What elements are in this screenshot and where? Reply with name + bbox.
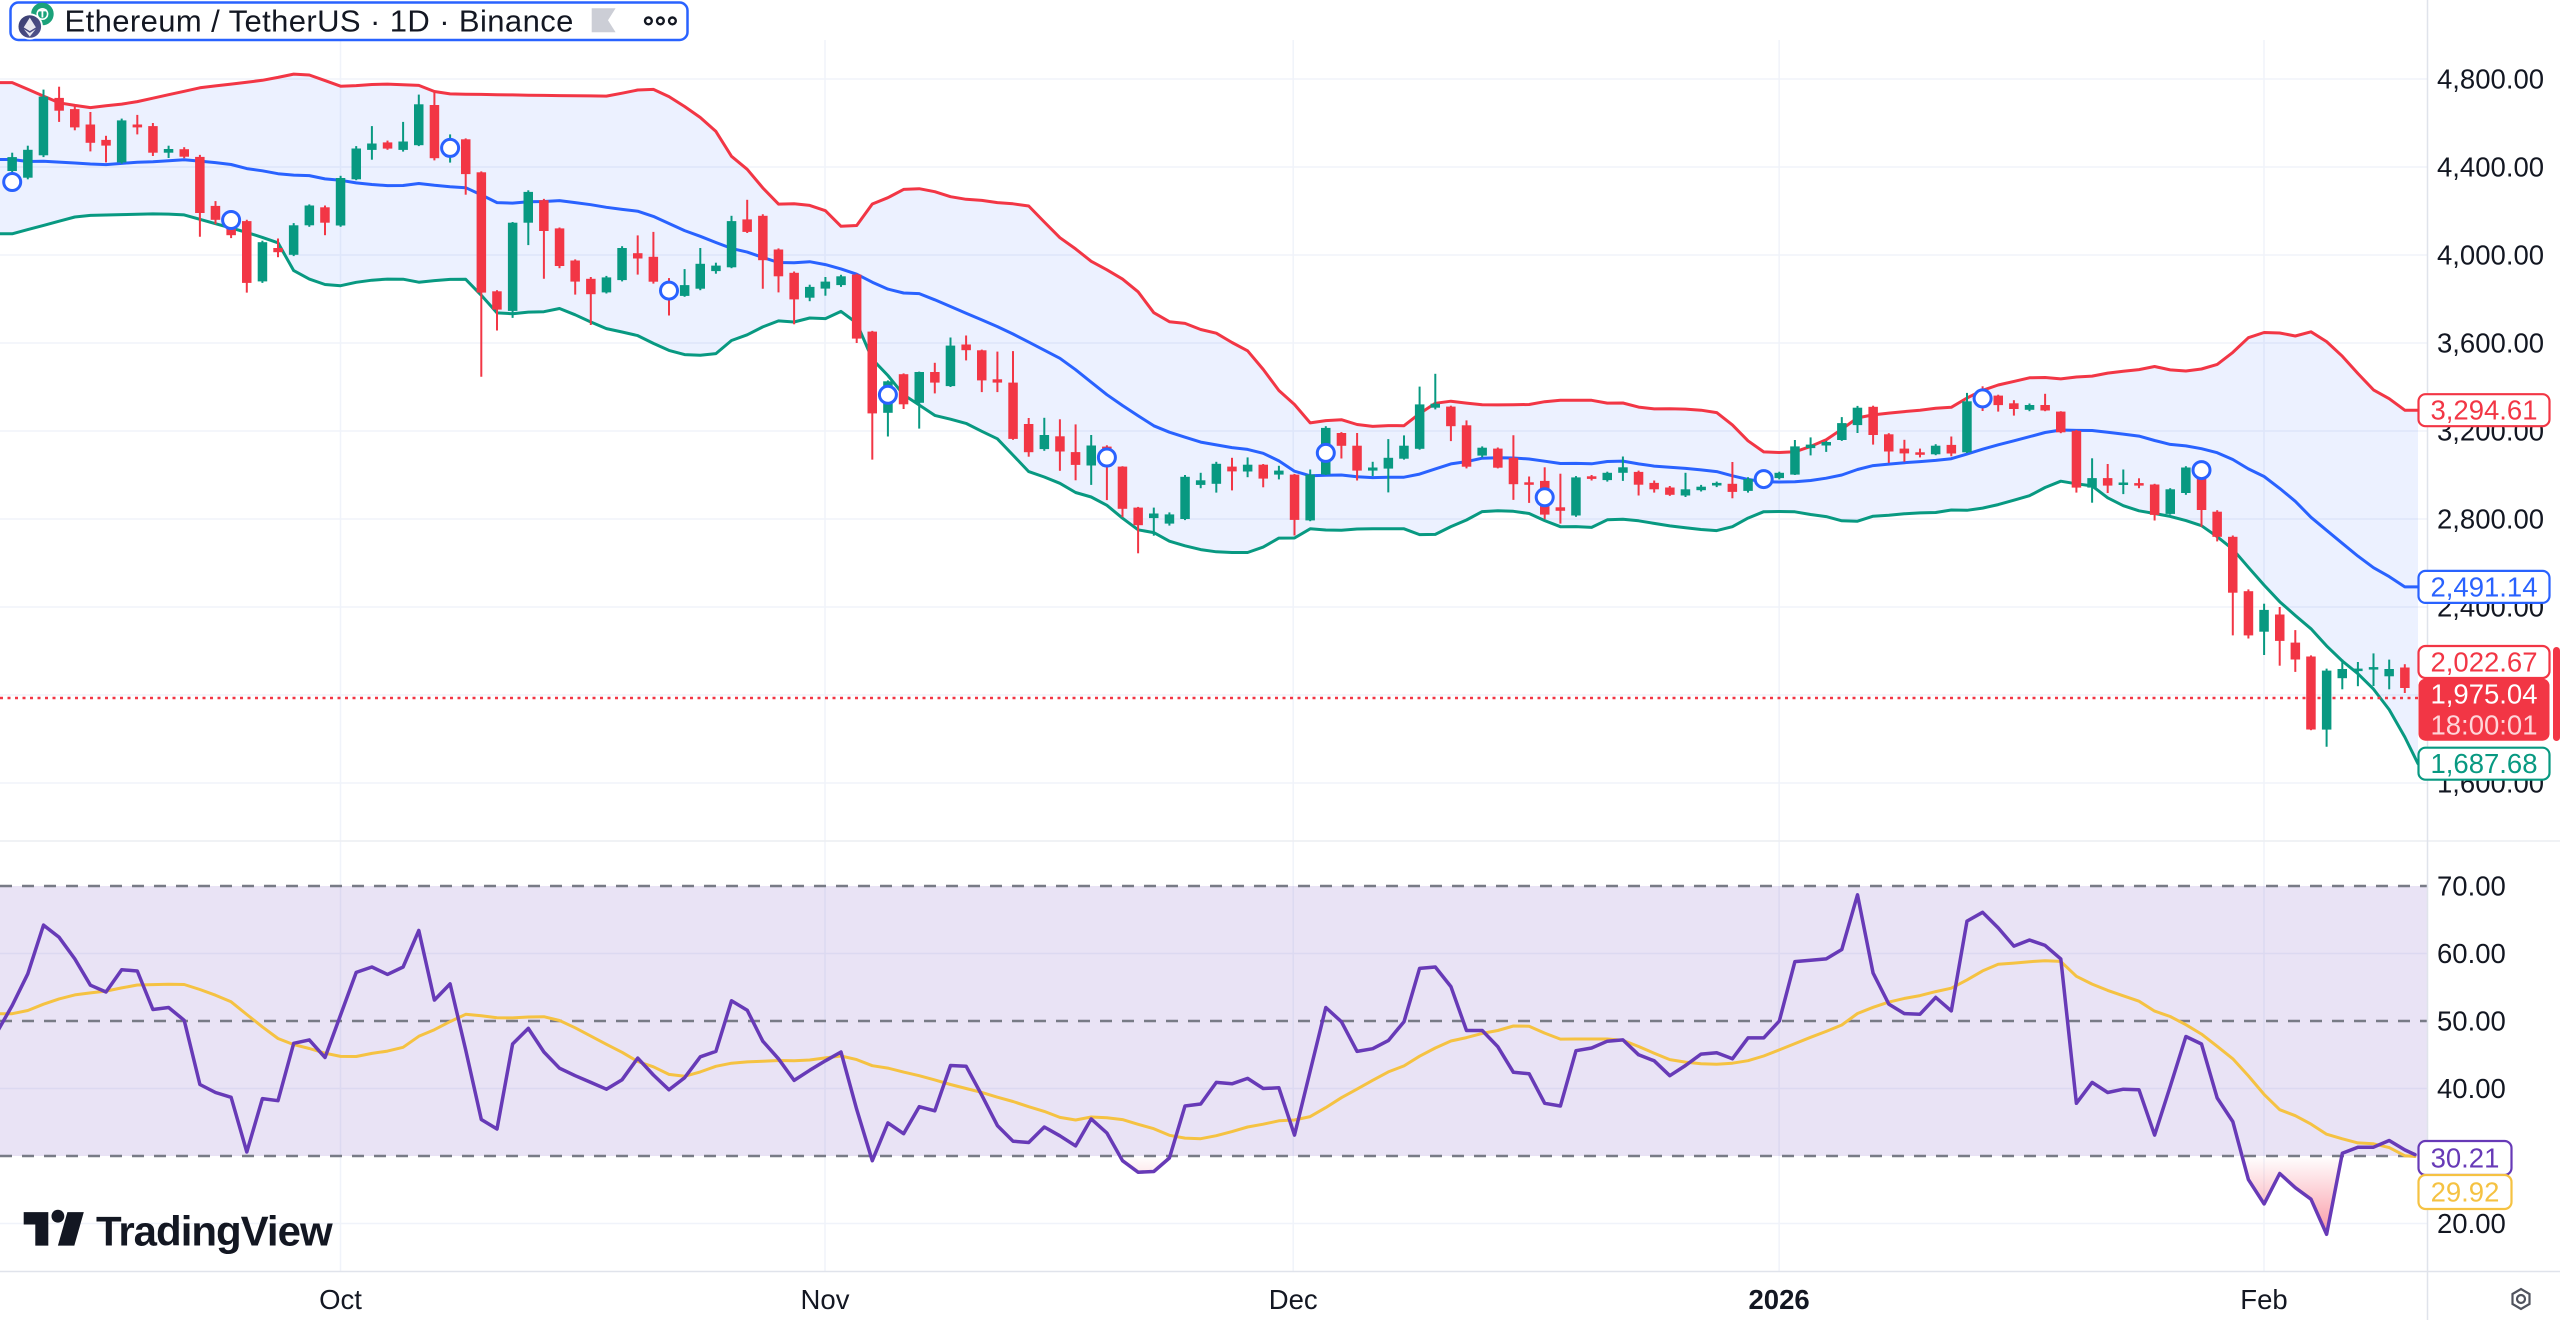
svg-text:4,800.00: 4,800.00 (2437, 64, 2544, 95)
svg-text:Feb: Feb (2240, 1284, 2287, 1315)
svg-text:2,800.00: 2,800.00 (2437, 504, 2544, 535)
svg-text:1,687.68: 1,687.68 (2430, 748, 2537, 779)
svg-text:Ethereum / TetherUS · 1D · Bin: Ethereum / TetherUS · 1D · Binance (65, 4, 574, 39)
svg-text:4,000.00: 4,000.00 (2437, 240, 2544, 271)
svg-text:29.92: 29.92 (2431, 1177, 2500, 1208)
svg-text:40.00: 40.00 (2437, 1073, 2506, 1104)
svg-text:70.00: 70.00 (2437, 871, 2506, 902)
svg-text:3,294.61: 3,294.61 (2430, 395, 2537, 426)
svg-text:Dec: Dec (1269, 1284, 1318, 1315)
svg-text:50.00: 50.00 (2437, 1006, 2506, 1037)
svg-text:TradingView: TradingView (96, 1208, 333, 1255)
svg-text:18:00:01: 18:00:01 (2430, 710, 2537, 741)
svg-text:2,491.14: 2,491.14 (2430, 571, 2537, 602)
svg-text:60.00: 60.00 (2437, 938, 2506, 969)
svg-text:3,600.00: 3,600.00 (2437, 328, 2544, 359)
svg-text:2026: 2026 (1749, 1284, 1810, 1315)
svg-text:Nov: Nov (801, 1284, 850, 1315)
svg-text:30.21: 30.21 (2431, 1143, 2500, 1174)
svg-text:Oct: Oct (319, 1284, 362, 1315)
svg-text:2,022.67: 2,022.67 (2430, 647, 2537, 678)
svg-text:1,975.04: 1,975.04 (2430, 679, 2537, 710)
svg-text:4,400.00: 4,400.00 (2437, 152, 2544, 183)
svg-text:20.00: 20.00 (2437, 1208, 2506, 1239)
